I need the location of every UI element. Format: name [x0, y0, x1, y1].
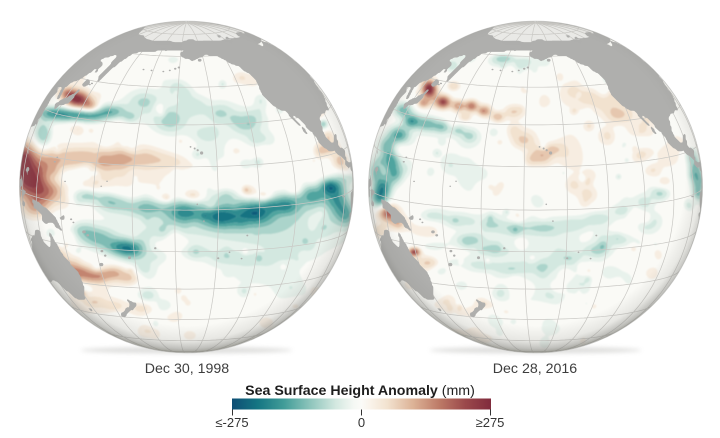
- svg-text:0: 0: [358, 415, 365, 430]
- svg-text:≤-275: ≤-275: [215, 415, 248, 430]
- svg-text:Dec 30, 1998: Dec 30, 1998: [145, 361, 230, 377]
- svg-text:Dec 28, 2016: Dec 28, 2016: [493, 361, 578, 377]
- svg-text:≥275: ≥275: [476, 415, 505, 430]
- svg-text:Sea Surface Height Anomaly (mm: Sea Surface Height Anomaly (mm): [245, 383, 475, 399]
